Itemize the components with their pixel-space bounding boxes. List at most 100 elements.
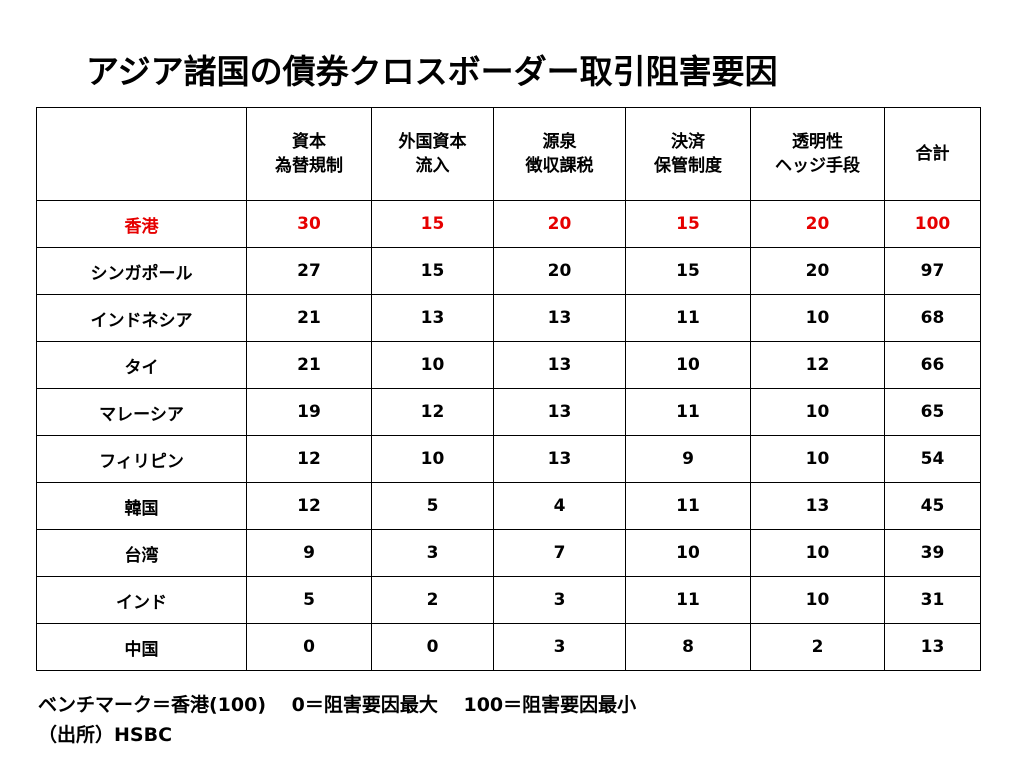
barrier-table: 資本 為替規制 外国資本 流入 源泉 徴収課税 決済 保管制度 透明性 ヘッジ手… [36, 107, 981, 671]
source-note: （出所）HSBC [38, 724, 173, 746]
header-withholding-tax: 源泉 徴収課税 [493, 107, 626, 201]
score-cell: 27 [246, 247, 372, 295]
score-cell: 10 [750, 294, 885, 342]
score-cell: 20 [493, 200, 626, 248]
header-line: 保管制度 [654, 156, 722, 176]
header-row: 資本 為替規制 外国資本 流入 源泉 徴収課税 決済 保管制度 透明性 ヘッジ手… [36, 107, 981, 201]
header-foreign-capital-inflow: 外国資本 流入 [371, 107, 494, 201]
country-name-cell: 中国 [36, 623, 247, 671]
score-cell: 11 [625, 388, 751, 436]
score-cell: 3 [493, 623, 626, 671]
header-line: 決済 [671, 132, 705, 152]
score-cell: 13 [884, 623, 981, 671]
score-cell: 13 [371, 294, 494, 342]
score-cell: 65 [884, 388, 981, 436]
header-line: 流入 [415, 156, 450, 176]
score-cell: 0 [371, 623, 494, 671]
score-cell: 13 [493, 388, 626, 436]
score-cell: 10 [750, 388, 885, 436]
score-cell: 12 [246, 482, 372, 530]
footnote: ベンチマーク＝香港(100) 0＝阻害要因最大 100＝阻害要因最小 （出所）H… [38, 690, 636, 750]
header-total: 合計 [884, 107, 981, 201]
score-cell: 5 [246, 576, 372, 624]
score-cell: 13 [493, 341, 626, 389]
score-cell: 12 [371, 388, 494, 436]
score-cell: 13 [750, 482, 885, 530]
country-name-cell: タイ [36, 341, 247, 389]
country-name-cell: マレーシア [36, 388, 247, 436]
score-cell: 10 [750, 435, 885, 483]
score-cell: 30 [246, 200, 372, 248]
score-cell: 10 [750, 576, 885, 624]
score-cell: 45 [884, 482, 981, 530]
header-line: ヘッジ手段 [775, 156, 860, 176]
country-name-cell: インド [36, 576, 247, 624]
header-line: 合計 [915, 144, 950, 164]
country-name-cell: 韓国 [36, 482, 247, 530]
table-row: 台湾 9 3 7 10 10 39 [36, 529, 981, 577]
score-cell: 10 [625, 529, 751, 577]
slide-title: アジア諸国の債券クロスボーダー取引阻害要因 [86, 52, 778, 91]
table-body: 香港 30 15 20 15 20 100 シンガポール 27 15 20 15 20 97 インドネシア 2… [36, 200, 981, 671]
score-cell: 3 [493, 576, 626, 624]
score-cell: 8 [625, 623, 751, 671]
header-corner-cell [36, 107, 247, 201]
table-row: インドネシア 21 13 13 11 10 68 [36, 294, 981, 342]
score-cell: 21 [246, 294, 372, 342]
score-cell: 20 [750, 200, 885, 248]
score-cell: 15 [371, 247, 494, 295]
country-name-cell: 香港 [36, 200, 247, 248]
header-line: 為替規制 [275, 156, 343, 176]
table-row: 中国 0 0 3 8 2 13 [36, 623, 981, 671]
country-name-cell: フィリピン [36, 435, 247, 483]
score-cell: 21 [246, 341, 372, 389]
score-cell: 54 [884, 435, 981, 483]
score-cell: 2 [371, 576, 494, 624]
score-cell: 97 [884, 247, 981, 295]
score-cell: 100 [884, 200, 981, 248]
score-cell: 20 [493, 247, 626, 295]
score-cell: 12 [750, 341, 885, 389]
score-cell: 11 [625, 294, 751, 342]
header-line: 源泉 [542, 132, 577, 152]
score-cell: 10 [750, 529, 885, 577]
score-cell: 15 [625, 247, 751, 295]
table-row: フィリピン 12 10 13 9 10 54 [36, 435, 981, 483]
score-cell: 15 [625, 200, 751, 248]
header-line: 資本 [292, 132, 326, 152]
score-cell: 9 [246, 529, 372, 577]
score-cell: 20 [750, 247, 885, 295]
score-cell: 9 [625, 435, 751, 483]
header-line: 徴収課税 [525, 156, 594, 176]
score-cell: 11 [625, 482, 751, 530]
score-cell: 11 [625, 576, 751, 624]
score-cell: 4 [493, 482, 626, 530]
score-cell: 13 [493, 294, 626, 342]
benchmark-note: ベンチマーク＝香港(100) 0＝阻害要因最大 100＝阻害要因最小 [38, 694, 637, 716]
score-cell: 39 [884, 529, 981, 577]
country-name-cell: シンガポール [36, 247, 247, 295]
score-cell: 68 [884, 294, 981, 342]
table-row: シンガポール 27 15 20 15 20 97 [36, 247, 981, 295]
score-cell: 66 [884, 341, 981, 389]
score-cell: 5 [371, 482, 494, 530]
header-line: 透明性 [792, 132, 843, 152]
score-cell: 0 [246, 623, 372, 671]
score-cell: 15 [371, 200, 494, 248]
score-cell: 7 [493, 529, 626, 577]
table-row: タイ 21 10 13 10 12 66 [36, 341, 981, 389]
header-settlement-custody: 決済 保管制度 [625, 107, 751, 201]
header-line: 外国資本 [398, 132, 467, 152]
score-cell: 12 [246, 435, 372, 483]
table-row: 香港 30 15 20 15 20 100 [36, 200, 981, 248]
header-capital-fx-regulation: 資本 為替規制 [246, 107, 372, 201]
country-name-cell: インドネシア [36, 294, 247, 342]
score-cell: 10 [625, 341, 751, 389]
score-cell: 31 [884, 576, 981, 624]
header-transparency-hedging: 透明性 ヘッジ手段 [750, 107, 885, 201]
score-cell: 10 [371, 341, 494, 389]
score-cell: 10 [371, 435, 494, 483]
score-cell: 2 [750, 623, 885, 671]
score-cell: 19 [246, 388, 372, 436]
country-name-cell: 台湾 [36, 529, 247, 577]
